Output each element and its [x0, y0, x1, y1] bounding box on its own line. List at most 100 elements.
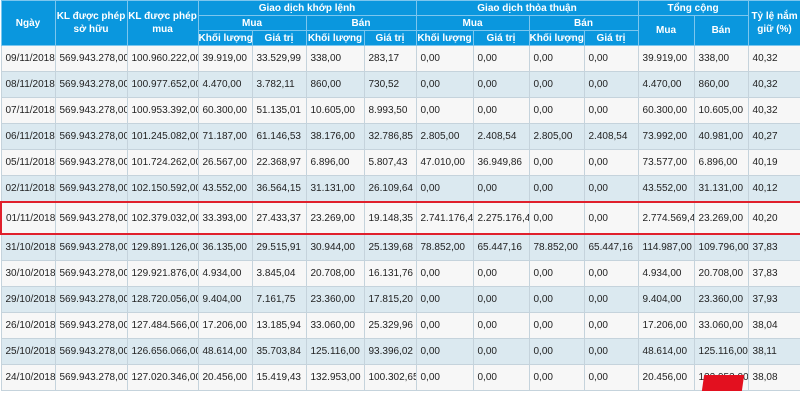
table-cell: 20.456,00: [637, 364, 695, 391]
table-cell: 08/11/2018: [0, 71, 56, 98]
table-cell: 7.161,75: [251, 286, 307, 313]
table-cell: 569.943.278,00: [54, 71, 128, 98]
table-cell: 38,08: [747, 364, 800, 391]
table-cell: 33.393,00: [197, 201, 253, 235]
table-cell: 40,12: [747, 175, 800, 203]
table-cell: 100.302,65: [363, 364, 417, 391]
table-cell: 0,00: [415, 175, 474, 203]
table-row: 09/11/2018 569.943.278,00 100.960.222,00 39…: [0, 45, 800, 72]
table-cell: 33.060,00: [693, 312, 749, 339]
table-cell: 16.131,76: [363, 260, 417, 287]
table-cell: 569.943.278,00: [54, 45, 128, 72]
table-cell: 9.404,00: [197, 286, 253, 313]
table-cell: 0,00: [528, 286, 585, 313]
header-giatri: Giá trị: [251, 30, 307, 46]
table-cell: 101.724.262,00: [126, 149, 199, 176]
header-khoiluong: Khối lượng: [528, 30, 585, 46]
table-cell: 39.919,00: [197, 45, 253, 72]
table-cell: 0,00: [583, 175, 639, 203]
table-cell: 569.943.278,00: [54, 97, 128, 124]
table-cell: 0,00: [472, 97, 530, 124]
table-cell: 25.139,68: [363, 233, 417, 261]
table-cell: 24/10/2018: [0, 364, 56, 391]
table-cell: 27.433,37: [251, 201, 307, 235]
header-date: Ngày: [0, 0, 56, 46]
table-cell: 51.135,01: [251, 97, 307, 124]
table-cell: 2.805,00: [528, 123, 585, 150]
table-cell: 37,93: [747, 286, 800, 313]
header-kl-mua-group: Mua: [197, 15, 307, 31]
header-tyle: Tỷ lệ nắm giữ (%): [747, 0, 800, 46]
table-cell: 0,00: [583, 71, 639, 98]
table-cell: 569.943.278,00: [54, 175, 128, 203]
table-cell: 10.605,00: [693, 97, 749, 124]
table-cell: 2.275.176,41: [472, 201, 530, 235]
table-cell: 114.987,00: [637, 233, 695, 261]
table-cell: 23.360,00: [693, 286, 749, 313]
header-giatri: Giá trị: [583, 30, 639, 46]
table-row: 05/11/2018 569.943.278,00 101.724.262,00 26…: [0, 149, 800, 176]
table-cell: 40.981,00: [693, 123, 749, 150]
vietnamnet-logo: [701, 375, 745, 391]
table-cell: 0,00: [528, 71, 585, 98]
foreign-ownership-table: Ngày KL được phép sở hữu KL được phép mu…: [0, 0, 800, 391]
table-cell: 38,11: [747, 338, 800, 365]
table-cell: 102.379.032,00: [126, 201, 199, 235]
table-cell: 338,00: [305, 45, 365, 72]
table-cell: 283,17: [363, 45, 417, 72]
table-cell: 26.109,64: [363, 175, 417, 203]
table-cell: 40,19: [747, 149, 800, 176]
table-cell: 569.943.278,00: [54, 260, 128, 287]
header-giatri: Giá trị: [472, 30, 530, 46]
table-cell: 2.741.176,40: [415, 201, 474, 235]
table-cell: 569.943.278,00: [54, 312, 128, 339]
table-cell: 0,00: [528, 312, 585, 339]
table-cell: 31.131,00: [305, 175, 365, 203]
table-cell: 35.703,84: [251, 338, 307, 365]
table-cell: 0,00: [415, 312, 474, 339]
table-cell: 0,00: [528, 364, 585, 391]
table-cell: 4.934,00: [197, 260, 253, 287]
table-cell: 20.708,00: [305, 260, 365, 287]
table-cell: 569.943.278,00: [54, 364, 128, 391]
table-cell: 5.807,43: [363, 149, 417, 176]
table-cell: 40,27: [747, 123, 800, 150]
table-cell: 22.368,97: [251, 149, 307, 176]
table-cell: 0,00: [415, 338, 474, 365]
table-cell: 101.245.082,00: [126, 123, 199, 150]
table-cell: 569.943.278,00: [54, 338, 128, 365]
header-kl-mua: KL được phép mua: [126, 0, 199, 46]
table-cell: 730,52: [363, 71, 417, 98]
table-cell: 2.805,00: [415, 123, 474, 150]
table-cell: 19.148,35: [363, 201, 417, 235]
table-cell: 48.614,00: [197, 338, 253, 365]
table-cell: 23.269,00: [305, 201, 365, 235]
table-cell: 40,20: [747, 201, 800, 235]
table-cell: 0,00: [415, 45, 474, 72]
table-cell: 127.020.346,00: [126, 364, 199, 391]
table-cell: 569.943.278,00: [54, 233, 128, 261]
table-cell: 0,00: [528, 149, 585, 176]
table-cell: 31.131,00: [693, 175, 749, 203]
table-cell: 2.408,54: [472, 123, 530, 150]
table-row: 31/10/2018 569.943.278,00 129.891.126,00 36…: [0, 233, 800, 261]
table-cell: 0,00: [583, 286, 639, 313]
table-cell: 100.960.222,00: [126, 45, 199, 72]
table-cell: 17.815,20: [363, 286, 417, 313]
table-cell: 860,00: [305, 71, 365, 98]
table-cell: 0,00: [472, 286, 530, 313]
table-cell: 73.992,00: [637, 123, 695, 150]
table-cell: 0,00: [415, 286, 474, 313]
header-total-ban: Bán: [693, 15, 749, 46]
table-row: 02/11/2018 569.943.278,00 102.150.592,00 43…: [0, 175, 800, 203]
table-cell: 0,00: [528, 260, 585, 287]
table-cell: 65.447,16: [472, 233, 530, 261]
table-cell: 02/11/2018: [0, 175, 56, 203]
table-cell: 129.921.876,00: [126, 260, 199, 287]
table-cell: 0,00: [472, 71, 530, 98]
table-cell: 47.010,00: [415, 149, 474, 176]
table-cell: 29/10/2018: [0, 286, 56, 313]
header-tt-ban-group: Bán: [528, 15, 639, 31]
table-cell: 78.852,00: [415, 233, 474, 261]
table-cell: 78.852,00: [528, 233, 585, 261]
